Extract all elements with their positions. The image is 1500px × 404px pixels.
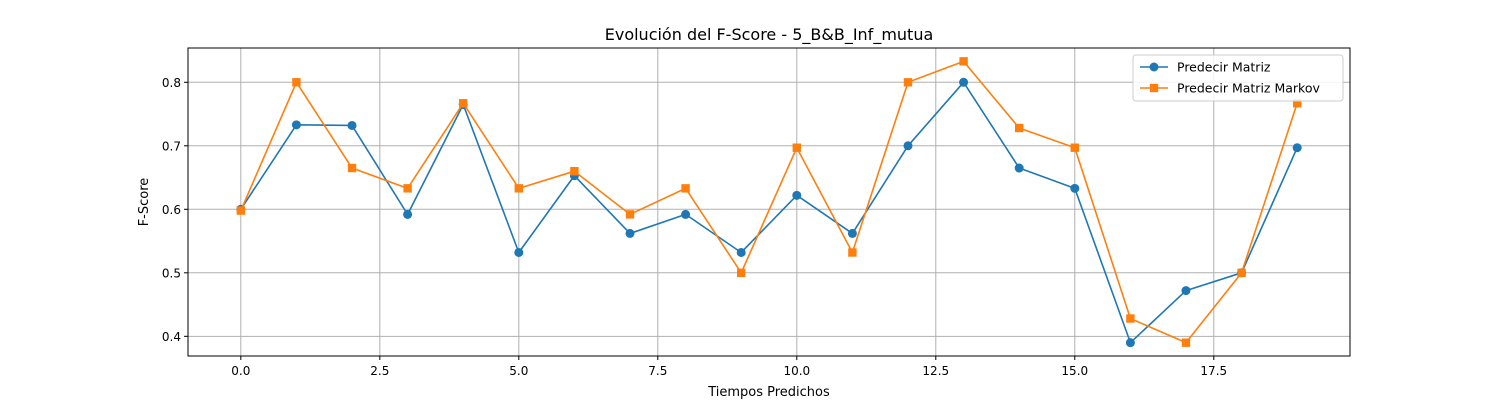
- data-point: [847, 228, 857, 238]
- y-tick-label: 0.8: [162, 76, 181, 90]
- x-tick-label: 2.5: [370, 364, 389, 378]
- data-point: [792, 190, 802, 200]
- y-axis-label: F-Score: [137, 178, 152, 227]
- x-tick-label: 10.0: [783, 364, 810, 378]
- data-point: [1014, 163, 1024, 173]
- data-point: [625, 210, 635, 219]
- data-point: [681, 184, 690, 193]
- x-tick-label: 0.0: [231, 364, 250, 378]
- data-point: [1070, 183, 1080, 193]
- data-point: [291, 120, 301, 130]
- plot-frame: [187, 47, 1351, 357]
- x-tick-label: 15.0: [1061, 364, 1088, 378]
- y-tick-label: 0.5: [162, 266, 181, 280]
- x-axis-label: Tiempos Predichos: [707, 385, 830, 400]
- data-point: [347, 120, 357, 130]
- chart-title: Evolución del F-Score - 5_B&B_Inf_mutua: [605, 25, 934, 45]
- data-point: [403, 184, 412, 193]
- legend-box: [1132, 54, 1344, 102]
- y-tick-label: 0.7: [162, 139, 181, 153]
- data-point: [403, 209, 413, 219]
- data-point: [737, 268, 746, 278]
- data-point: [625, 228, 635, 238]
- axis-ticks: 0.0 2.5 5.0 7.5 10.0 12.5 15.0 17.5 0.4 0.5 0.6 0.7…: [162, 76, 1227, 378]
- data-point: [681, 209, 691, 219]
- data-point: [1070, 143, 1079, 152]
- data-point: [1181, 338, 1191, 347]
- legend-item-1: Predecir Matriz: [1140, 60, 1271, 75]
- legend: Predecir Matriz Predecir Matriz Markov: [1132, 54, 1344, 102]
- data-point: [570, 167, 579, 176]
- x-tick-label: 7.5: [648, 364, 667, 378]
- data-point: [1181, 286, 1191, 296]
- series-lines: [236, 57, 1302, 348]
- data-point: [1237, 268, 1246, 278]
- y-tick-label: 0.6: [162, 203, 181, 217]
- data-point: [1125, 338, 1135, 348]
- data-point: [236, 206, 246, 215]
- data-point: [959, 57, 968, 66]
- data-point: [792, 143, 801, 152]
- series-1: [236, 77, 1302, 348]
- x-tick-label: 12.5: [922, 364, 949, 378]
- legend-item-2: Predecir Matriz Markov: [1140, 81, 1320, 96]
- data-point: [1292, 99, 1302, 108]
- data-point: [903, 78, 913, 87]
- legend-label: Predecir Matriz: [1177, 60, 1271, 75]
- data-point: [292, 78, 301, 87]
- series-line: [240, 60, 1298, 344]
- data-point: [1014, 123, 1024, 133]
- x-tick-label: 5.0: [509, 364, 528, 378]
- series-line: [240, 81, 1298, 344]
- series-2: [236, 57, 1302, 347]
- data-point: [736, 247, 746, 257]
- data-point: [959, 77, 969, 87]
- data-point: [1292, 143, 1302, 153]
- data-point: [903, 141, 913, 151]
- data-point: [514, 184, 524, 193]
- legend-marker: [1149, 83, 1159, 93]
- legend-marker: [1149, 62, 1159, 72]
- data-point: [459, 99, 468, 108]
- y-tick-label: 0.4: [162, 330, 181, 344]
- data-point: [848, 248, 857, 257]
- x-tick-label: 17.5: [1200, 364, 1227, 378]
- data-point: [347, 163, 357, 173]
- legend-label: Predecir Matriz Markov: [1177, 81, 1320, 96]
- data-point: [1126, 314, 1135, 323]
- data-point: [514, 247, 524, 257]
